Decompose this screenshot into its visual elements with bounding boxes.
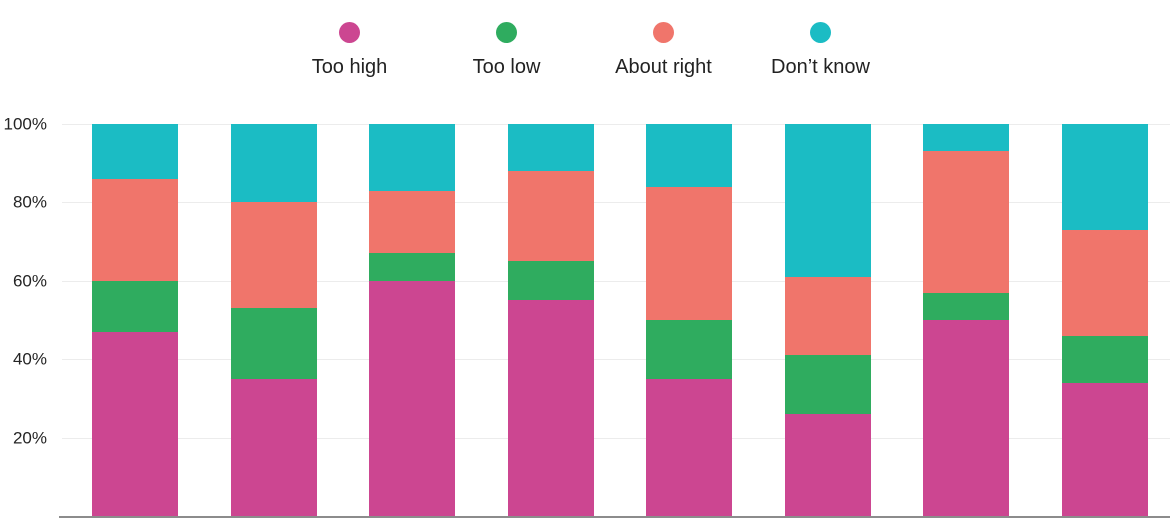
bar-8-segment-about-right[interactable] xyxy=(1061,229,1148,336)
bar-7-segment-about-right[interactable] xyxy=(923,151,1010,293)
legend-dot-icon xyxy=(810,22,831,43)
legend-item-too-low[interactable]: Too low xyxy=(428,22,585,78)
legend-label: Don’t know xyxy=(771,56,870,78)
bar-8-segment-too-high[interactable] xyxy=(1061,382,1148,516)
bar-1-segment-too-high[interactable] xyxy=(92,331,178,516)
y-tick-label: 40% xyxy=(12,349,47,369)
bar-5-segment-don-t-know[interactable] xyxy=(646,124,733,187)
bar-5-segment-too-low[interactable] xyxy=(646,319,733,379)
y-axis-labels: 100% 80% 60% 40% 20% xyxy=(0,116,47,516)
bar-7 xyxy=(923,124,1010,516)
y-tick-label: 20% xyxy=(12,428,47,448)
gridline xyxy=(62,437,1170,439)
bar-1-segment-don-t-know[interactable] xyxy=(92,124,178,179)
bar-4 xyxy=(507,124,594,516)
bar-4-segment-too-high[interactable] xyxy=(507,300,594,516)
bar-3-segment-don-t-know[interactable] xyxy=(369,124,456,191)
legend-label: Too low xyxy=(472,56,541,78)
legend-item-too-high[interactable]: Too high xyxy=(271,22,428,78)
bar-3 xyxy=(369,124,456,516)
bar-3-segment-too-high[interactable] xyxy=(369,280,456,516)
bar-2-segment-too-low[interactable] xyxy=(230,308,317,379)
bar-2 xyxy=(230,124,317,516)
legend-dot-icon xyxy=(653,22,674,43)
bar-3-segment-about-right[interactable] xyxy=(369,190,456,254)
bar-5 xyxy=(646,124,733,516)
bar-8-segment-too-low[interactable] xyxy=(1061,335,1148,383)
y-tick-label: 100% xyxy=(3,114,47,134)
y-tick-label: 80% xyxy=(12,192,47,212)
bar-4-segment-about-right[interactable] xyxy=(507,171,594,262)
legend-dot-icon xyxy=(496,22,517,43)
bar-7-segment-too-low[interactable] xyxy=(923,292,1010,320)
bar-8-segment-don-t-know[interactable] xyxy=(1061,124,1148,230)
bar-5-segment-about-right[interactable] xyxy=(646,186,733,320)
bars-container xyxy=(60,124,1170,516)
plot-area xyxy=(59,124,1170,518)
legend-dot-icon xyxy=(339,22,360,43)
bar-1 xyxy=(92,124,178,516)
gridline xyxy=(62,202,1170,204)
legend-item-about-right[interactable]: About right xyxy=(585,22,742,78)
bar-2-segment-too-high[interactable] xyxy=(230,378,317,516)
legend-item-don-t-know[interactable]: Don’t know xyxy=(742,22,899,78)
x-axis-baseline xyxy=(59,516,1170,518)
bar-3-segment-too-low[interactable] xyxy=(369,253,456,281)
bar-4-segment-too-low[interactable] xyxy=(507,261,594,301)
bar-6-segment-too-high[interactable] xyxy=(784,414,871,516)
bar-1-segment-about-right[interactable] xyxy=(92,178,178,281)
bar-7-segment-don-t-know[interactable] xyxy=(923,124,1010,152)
legend-label: About right xyxy=(615,56,712,78)
bar-6-segment-too-low[interactable] xyxy=(784,355,871,415)
legend-label: Too high xyxy=(311,56,388,78)
bar-1-segment-too-low[interactable] xyxy=(92,280,178,332)
bar-4-segment-don-t-know[interactable] xyxy=(507,124,594,172)
gridline xyxy=(62,359,1170,361)
y-tick-label: 60% xyxy=(12,271,47,291)
bar-5-segment-too-high[interactable] xyxy=(646,378,733,516)
bar-2-segment-don-t-know[interactable] xyxy=(230,124,317,203)
gridline xyxy=(62,124,1170,125)
gridline xyxy=(62,280,1170,282)
bar-2-segment-about-right[interactable] xyxy=(230,202,317,309)
bar-7-segment-too-high[interactable] xyxy=(923,319,1010,516)
chart-legend: Too high Too low About right Don’t know xyxy=(0,22,1170,78)
bar-8 xyxy=(1061,124,1148,516)
bar-6-segment-about-right[interactable] xyxy=(784,276,871,356)
bar-6 xyxy=(784,124,871,516)
bar-6-segment-don-t-know[interactable] xyxy=(784,124,871,277)
